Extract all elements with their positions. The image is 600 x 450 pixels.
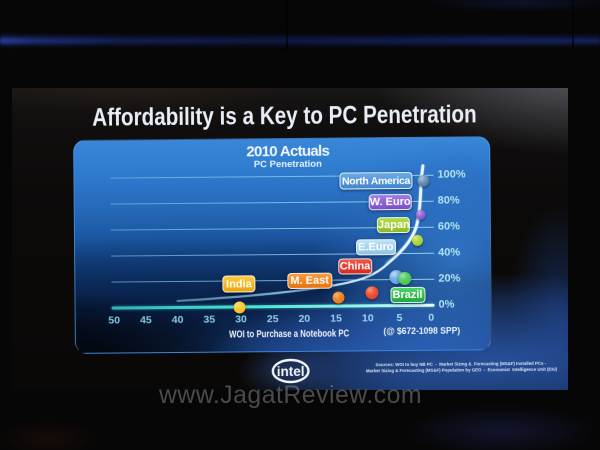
svg-text:intel: intel	[277, 364, 305, 379]
